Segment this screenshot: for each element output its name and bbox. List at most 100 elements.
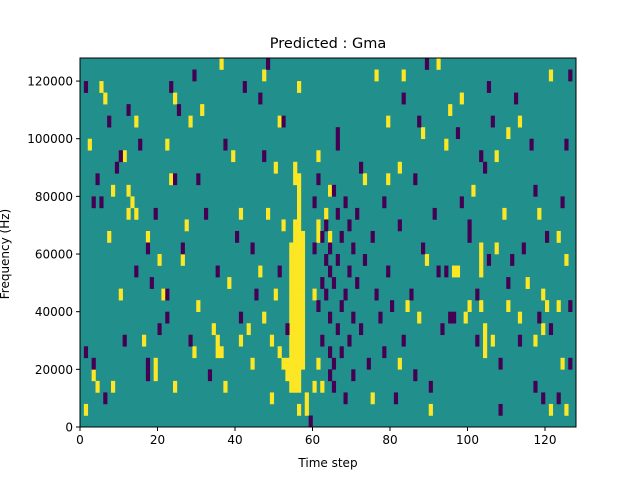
heatmap-cell-low [335,138,340,151]
heatmap-cell-high [289,300,294,312]
heatmap-cell-low [347,219,352,232]
heatmap-cell-low [401,334,406,347]
heatmap-cell-high [107,230,112,243]
heatmap-cell-high [91,369,96,382]
heatmap-cell-high [293,254,298,266]
heatmap-cell-high [452,265,457,278]
heatmap-cell-low [262,150,267,163]
heatmap-cell-low [455,127,461,140]
heatmap-cell-low [382,346,387,359]
y-tick-label: 20000 [35,363,73,377]
heatmap-cells [83,58,573,428]
heatmap-cell-high [293,265,298,278]
heatmap-cell-high [436,58,441,70]
heatmap-cell-high [289,288,294,301]
heatmap-cell-low [107,115,112,128]
heatmap-cell-high [184,219,189,232]
x-tick-label: 60 [305,433,320,447]
plot-area [79,57,577,428]
x-tick-label: 0 [76,433,84,447]
heatmap-cell-high [417,311,422,324]
heatmap-cell-low [320,334,325,347]
heatmap-cell-high [180,254,185,266]
heatmap-cell-low [436,265,441,278]
heatmap-cell-high [103,92,108,105]
heatmap-cell-low [343,392,348,405]
heatmap-cell-high [297,300,302,312]
heatmap-cell-low [440,323,445,336]
heatmap-cell-low [335,127,340,140]
heatmap-cell-low [510,254,515,266]
heatmap-cell-high [227,277,232,289]
heatmap-cell-high [297,242,302,255]
heatmap-cell-high [300,288,306,301]
heatmap-cell-high [297,196,302,209]
heatmap-cell-low [328,311,333,324]
heatmap-cell-high [215,334,220,347]
heatmap-cell-low [432,207,437,220]
heatmap-cell-high [297,265,302,278]
heatmap-cell-high [483,334,488,347]
heatmap-cell-low [343,196,348,209]
heatmap-cell-high [262,69,267,82]
heatmap-cell-high [297,207,302,220]
heatmap-cell-high [463,311,468,324]
heatmap-cell-high [428,403,433,416]
heatmap-cell-low [428,380,433,393]
heatmap-cell-low [339,346,344,359]
heatmap-cell-low [235,230,240,243]
heatmap-cell-high [289,357,294,370]
heatmap-cell-low [176,104,182,116]
heatmap-cell-high [297,369,302,382]
heatmap-cell-low [335,323,340,336]
heatmap-cell-high [165,138,170,151]
heatmap-cell-low [413,173,418,186]
heatmap-cell-high [312,288,317,301]
heatmap-cell-low [250,242,255,255]
heatmap-cell-high [297,277,302,289]
heatmap-cell-low [533,380,538,393]
heatmap-cell-high [386,115,391,128]
heatmap-cell-high [300,277,306,289]
heatmap-cell-low [254,288,259,301]
heatmap-cell-low [192,69,197,82]
heatmap-cell-high [95,380,100,393]
y-tick-label: 0 [65,421,73,435]
heatmap-cell-low [266,58,271,70]
heatmap-cell-low [320,277,325,289]
heatmap-cell-low [560,196,565,209]
heatmap-cell-high [424,254,430,266]
heatmap-cell-low [397,219,402,232]
heatmap-cell-low [83,81,89,93]
heatmap-cell-high [111,184,116,197]
heatmap-cell-low [424,58,430,70]
x-tick-label: 100 [456,433,479,447]
heatmap-cell-high [289,277,294,289]
heatmap-cell-high [297,334,302,347]
heatmap-cell-high [405,300,410,312]
heatmap-cell-low [351,311,356,324]
heatmap-cell-high [328,184,333,197]
heatmap-cell-low [316,300,321,312]
heatmap-cell-low [335,254,340,266]
heatmap-cell-high [111,380,116,393]
heatmap-cell-high [293,230,298,243]
heatmap-cell-high [300,346,306,359]
heatmap-cell-low [347,334,352,347]
heatmap-cell-low [165,311,170,324]
heatmap-cell-low [285,323,290,336]
heatmap-cell-low [331,184,337,197]
heatmap-cell-low [328,242,333,255]
heatmap-cell-high [490,334,495,347]
heatmap-cell-low [204,207,209,220]
x-axis: 0 20 40 60 80 100 120 [76,427,556,447]
heatmap-cell-low [541,392,546,405]
heatmap-cell-high [300,357,306,370]
heatmap-cell-low [331,277,337,289]
y-axis: 0 20000 40000 60000 80000 100000 120000 [27,75,80,435]
heatmap-cell-high [293,277,298,289]
heatmap-cell-high [161,288,166,301]
heatmap-cell-high [126,184,131,197]
y-axis-label: Frequency (Hz) [0,209,12,300]
